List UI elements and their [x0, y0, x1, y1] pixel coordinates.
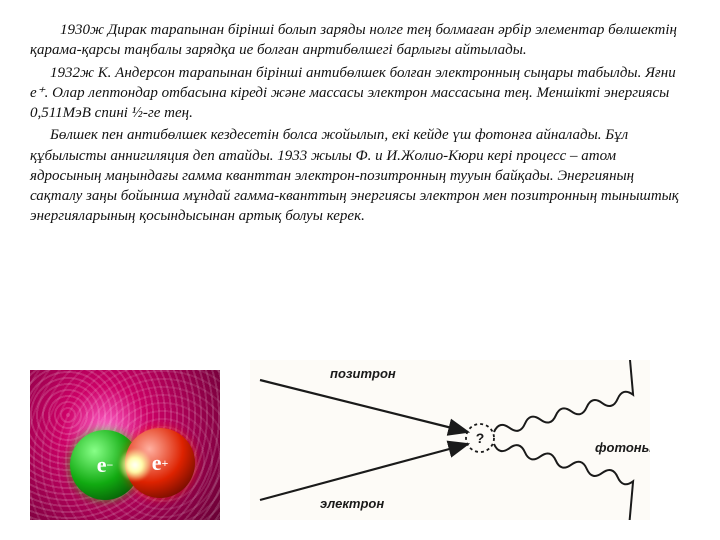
image-row: e− e+ позитрон электрон ? [30, 360, 650, 520]
positron-label: позитрон [330, 366, 396, 381]
electron-label: электрон [320, 496, 384, 511]
paragraph-1: 1930ж Дирак тарапынан бірінші болып заря… [30, 20, 690, 61]
positron-sup: + [161, 456, 168, 471]
photons-label: фотоны [595, 440, 650, 455]
slide: 1930ж Дирак тарапынан бірінші болып заря… [0, 0, 720, 540]
paragraph-2: 1932ж К. Андерсон тарапынан бірінші анти… [30, 63, 690, 124]
body-text-block: 1930ж Дирак тарапынан бірінші болып заря… [30, 20, 690, 227]
particle-image: e− e+ [30, 370, 220, 520]
electron-label: e [97, 452, 107, 478]
collision-mark: ? [476, 430, 485, 446]
electron-sup: − [106, 458, 113, 473]
paragraph-3: Бөлшек пен антибөлшек кездесетін болса ж… [30, 125, 690, 226]
collision-flash-icon [118, 448, 152, 482]
diagram-bg [250, 360, 650, 520]
positron-label: e [152, 450, 162, 476]
annihilation-diagram: позитрон электрон ? фотоны [250, 360, 650, 520]
